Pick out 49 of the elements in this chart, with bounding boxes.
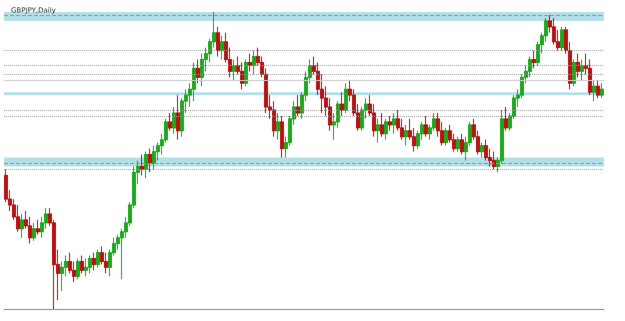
candlestick bbox=[176, 94, 180, 140]
candlestick bbox=[572, 59, 576, 87]
candlestick bbox=[600, 82, 604, 99]
candlestick bbox=[88, 255, 92, 274]
candlestick bbox=[380, 112, 384, 138]
candlestick bbox=[460, 133, 464, 156]
candlestick bbox=[580, 59, 584, 81]
candlestick bbox=[592, 80, 596, 102]
candlestick bbox=[480, 142, 484, 158]
candlestick bbox=[456, 136, 460, 152]
candlestick bbox=[560, 26, 564, 52]
candlestick bbox=[296, 94, 300, 116]
candlestick bbox=[172, 106, 176, 134]
candlestick bbox=[504, 106, 508, 132]
candlestick bbox=[92, 252, 96, 271]
candlestick bbox=[492, 151, 496, 170]
candlestick bbox=[20, 213, 24, 238]
candlestick bbox=[216, 26, 220, 58]
candlestick bbox=[232, 59, 236, 81]
candlestick bbox=[576, 53, 580, 78]
candlestick bbox=[168, 112, 172, 132]
candlestick bbox=[444, 127, 448, 146]
candlestick bbox=[424, 115, 428, 138]
candlestick bbox=[148, 148, 152, 173]
candlestick bbox=[84, 258, 88, 277]
candlestick bbox=[76, 258, 80, 280]
candlestick bbox=[596, 80, 600, 99]
candlestick bbox=[248, 53, 252, 72]
candlestick bbox=[152, 145, 156, 170]
candlestick bbox=[196, 59, 200, 84]
candlestick bbox=[144, 151, 148, 179]
candlestick bbox=[388, 115, 392, 132]
candlestick bbox=[276, 112, 280, 140]
candlestick bbox=[376, 118, 380, 144]
candlestick bbox=[280, 115, 284, 158]
candlestick bbox=[96, 249, 100, 268]
candlestick bbox=[532, 50, 536, 69]
candlestick bbox=[80, 255, 84, 274]
candlestick bbox=[244, 59, 248, 87]
candlestick bbox=[36, 219, 40, 236]
candlestick bbox=[404, 124, 408, 146]
candlestick bbox=[344, 82, 348, 114]
candlestick bbox=[252, 50, 256, 75]
candlestick bbox=[392, 112, 396, 134]
candlestick bbox=[340, 92, 344, 116]
candlestick bbox=[220, 35, 224, 60]
candlestick bbox=[32, 222, 36, 242]
candlestick bbox=[384, 118, 388, 140]
candlestick bbox=[140, 154, 144, 176]
